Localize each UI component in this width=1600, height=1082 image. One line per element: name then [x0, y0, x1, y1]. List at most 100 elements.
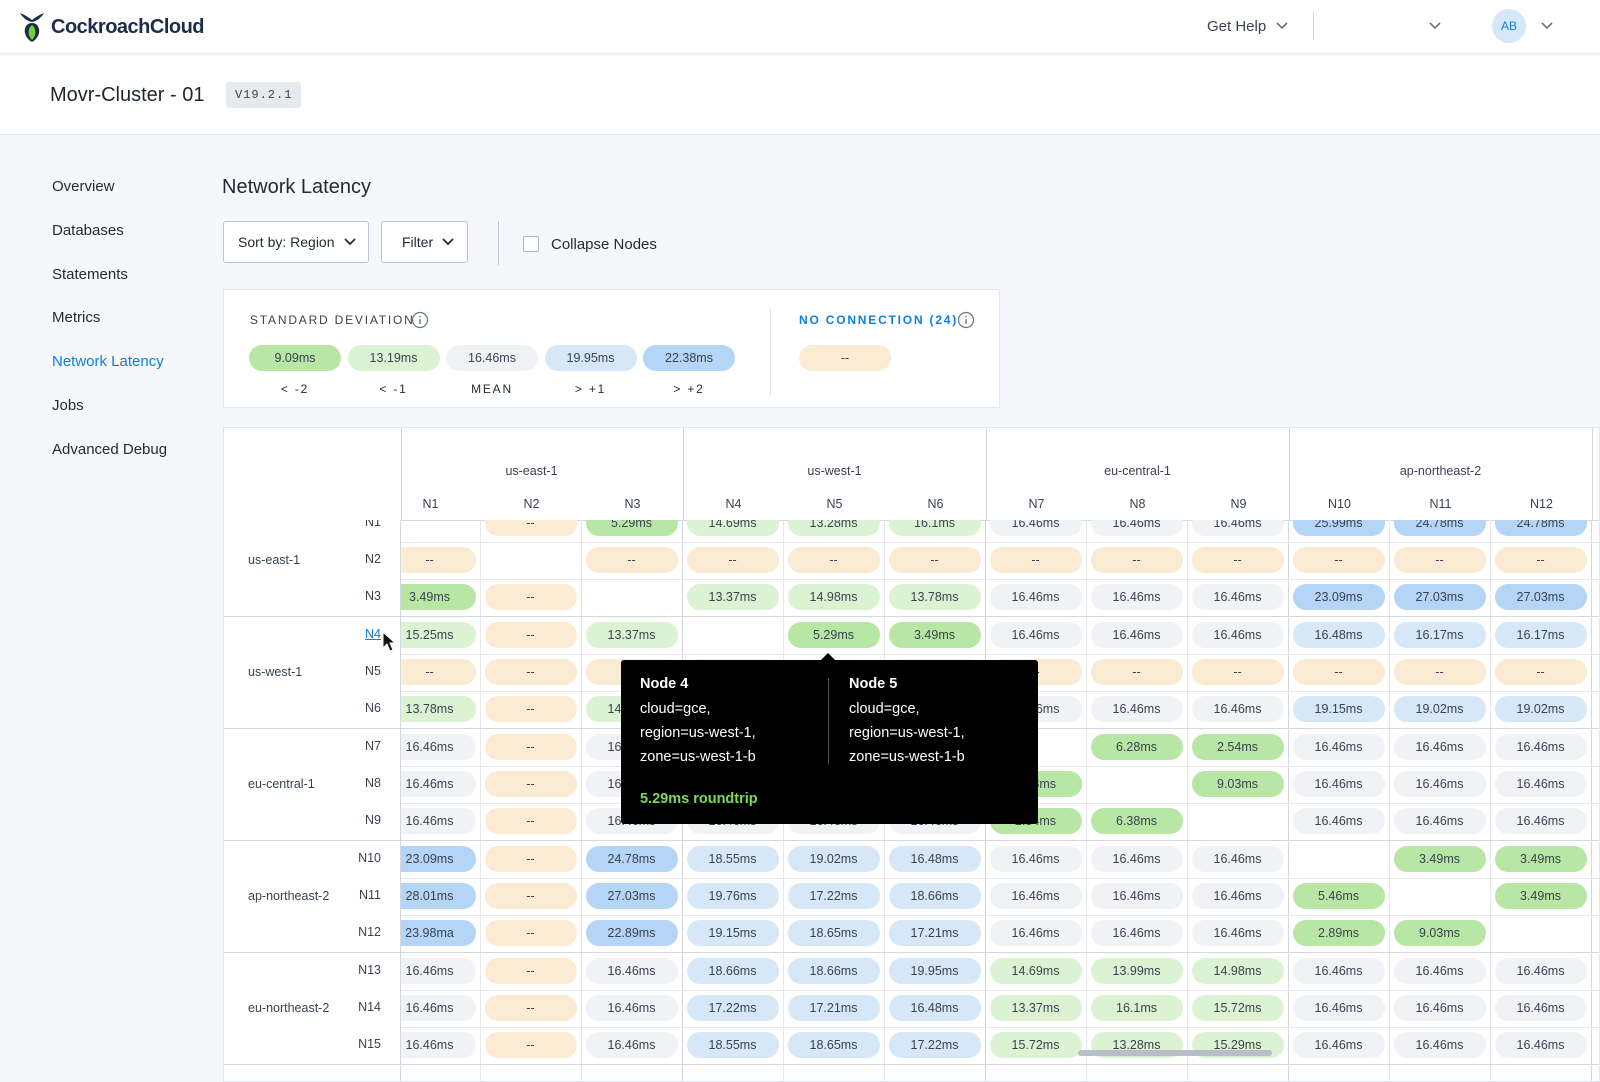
latency-cell: 17.21ms [888, 920, 981, 946]
cluster-bar: Movr-Cluster - 01 V19.2.1 [0, 53, 1600, 135]
column-divider [1187, 520, 1188, 1081]
avatar[interactable]: AB [1492, 9, 1526, 43]
nav-item[interactable]: Statements [52, 265, 128, 283]
region-divider [224, 840, 400, 841]
latency-cell: 5.46ms [1292, 883, 1385, 909]
latency-cell: 14.98ms [1191, 958, 1284, 984]
latency-cell: 16.46ms [1191, 584, 1284, 610]
help-menu[interactable]: Get Help [1207, 18, 1267, 35]
latency-cell: 16.46ms [1494, 771, 1587, 797]
latency-cell: 16.48ms [888, 995, 981, 1021]
latency-cell: 13.99ms [1090, 958, 1183, 984]
latency-cell: -- [484, 1032, 577, 1058]
collapse-label[interactable]: Collapse Nodes [551, 236, 657, 253]
row-divider [401, 579, 1599, 580]
divider [828, 678, 829, 764]
roundtrip: 5.29ms roundtrip [640, 791, 758, 807]
column-node: N8 [1129, 497, 1146, 511]
column-divider [1086, 520, 1087, 1081]
version-badge: V19.2.1 [226, 82, 302, 108]
row-node: N5 [365, 664, 381, 678]
row-divider [401, 654, 1599, 655]
latency-cell: -- [1090, 659, 1183, 685]
latency-cell: 19.15ms [686, 920, 779, 946]
latency-cell: 5.29ms [585, 520, 678, 536]
latency-cell: 16.46ms [989, 883, 1082, 909]
region-divider [224, 1064, 400, 1065]
legend-label: > +2 [673, 382, 705, 396]
collapse-checkbox[interactable] [523, 236, 539, 252]
region-divider [1592, 428, 1593, 520]
nav-item[interactable]: Advanced Debug [52, 440, 168, 458]
sort-button[interactable]: Sort by: Region [223, 221, 369, 263]
latency-cell: 16.46ms [1090, 920, 1183, 946]
latency-cell: 16.46ms [401, 734, 476, 760]
row-node: N2 [365, 552, 381, 566]
info-icon[interactable] [957, 311, 975, 329]
nav-item[interactable]: Metrics [52, 309, 101, 327]
account-dropdown[interactable] [1429, 22, 1441, 30]
latency-cell: 16.46ms [1494, 995, 1587, 1021]
row-node: N15 [358, 1037, 381, 1051]
legend-pill: 16.46ms [446, 345, 538, 371]
latency-cell: 16.46ms [1494, 958, 1587, 984]
info-icon[interactable] [411, 311, 429, 329]
latency-cell: 16.46ms [1191, 622, 1284, 648]
latency-cell: 16.46ms [1191, 920, 1284, 946]
tooltip: Node 4 Node 5 5.29ms roundtrip cloud=gce… [621, 653, 1038, 824]
node-title: Node 5 [849, 676, 898, 692]
no-connection-pill: -- [799, 345, 891, 371]
column-region: us-west-1 [807, 464, 862, 478]
latency-cell: 16.46ms [1393, 734, 1486, 760]
column-node: N5 [826, 497, 843, 511]
latency-cell: 19.95ms [888, 958, 981, 984]
latency-cell: 25.99ms [1292, 520, 1385, 536]
latency-cell: -- [585, 547, 678, 573]
nav-item[interactable]: Databases [52, 221, 124, 239]
column-divider [1389, 520, 1390, 1081]
filter-label: Filter [402, 234, 434, 250]
latency-cell: 6.28ms [1090, 734, 1183, 760]
latency-cell: 27.03ms [1393, 584, 1486, 610]
latency-cell: 5.29ms [787, 622, 880, 648]
latency-cell: -- [484, 622, 577, 648]
logo-icon [20, 13, 44, 42]
latency-cell: -- [686, 547, 779, 573]
row-region: eu-central-1 [248, 777, 315, 791]
latency-cell: 18.66ms [686, 958, 779, 984]
latency-cell: 16.46ms [1494, 808, 1587, 834]
latency-cell: 16.46ms [1494, 1032, 1587, 1058]
latency-cell: 16.17ms [1494, 622, 1587, 648]
latency-cell: 16.46ms [1292, 808, 1385, 834]
latency-cell: -- [1191, 659, 1284, 685]
nav-item[interactable]: Jobs [52, 397, 84, 414]
scrollbar[interactable] [1078, 1050, 1272, 1056]
nav-item[interactable]: Overview [52, 178, 115, 195]
column-node: N12 [1530, 497, 1553, 511]
latency-cell: 16.48ms [888, 846, 981, 872]
latency-cell: -- [484, 846, 577, 872]
row-node: N6 [365, 701, 381, 715]
latency-cell: 16.46ms [1393, 771, 1486, 797]
column-node: N4 [725, 497, 742, 511]
row-node: N14 [358, 1000, 381, 1014]
latency-cell: 28.01ms [401, 883, 476, 909]
latency-cell: 19.02ms [1393, 696, 1486, 722]
latency-cell: 16.46ms [1292, 734, 1385, 760]
nav-item[interactable]: Network Latency [52, 353, 164, 371]
latency-cell: 16.46ms [1191, 696, 1284, 722]
latency-cell: 16.46ms [1393, 1032, 1486, 1058]
latency-cell: 18.66ms [888, 883, 981, 909]
row-node[interactable]: N4 [365, 627, 381, 641]
matrix-header: us-east-1 N1 N2 N3 us-west-1 N4 N5 N6 eu-central… [401, 428, 1599, 521]
column-node: N2 [523, 497, 540, 511]
filter-button[interactable]: Filter [381, 221, 468, 263]
legend-label: MEAN [471, 382, 513, 396]
region-divider [986, 428, 987, 520]
latency-cell: 24.78ms [585, 846, 678, 872]
divider [498, 221, 499, 265]
sort-label: Sort by: Region [238, 234, 335, 250]
page-title: Network Latency [222, 176, 371, 198]
latency-cell: 19.15ms [1292, 696, 1385, 722]
column-divider [1490, 520, 1491, 1081]
